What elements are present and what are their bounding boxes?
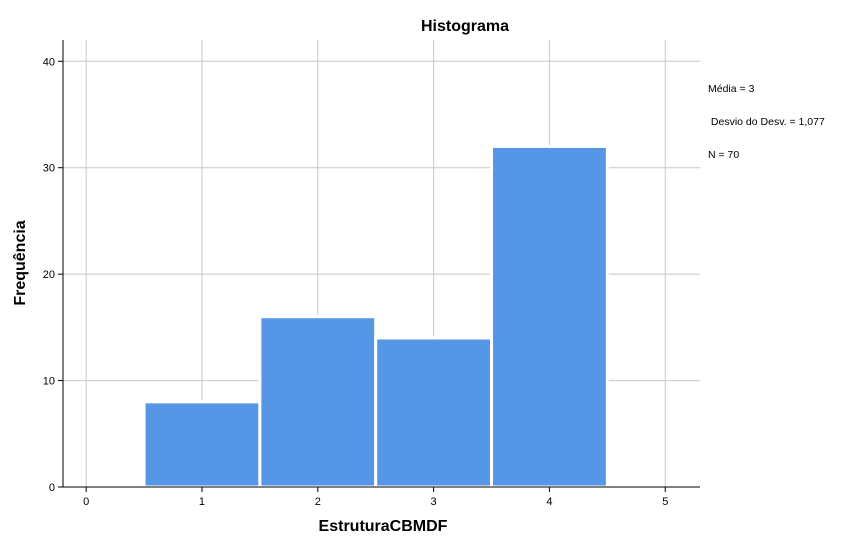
y-tick-labels: 0 10 20 30 40 [43,56,63,494]
histogram-bar [258,315,378,489]
x-tick-label: 1 [199,496,205,508]
y-tick-label: 20 [43,269,55,281]
histogram-bar [142,400,262,489]
stats-mean: Média = 3 [708,83,755,95]
y-tick-label: 10 [43,376,55,388]
x-axis-title: EstruturaCBMDF [319,518,448,535]
x-tick-label: 4 [546,496,552,508]
x-tick-labels: 0 1 2 3 4 5 [83,487,668,508]
bars [142,144,609,489]
chart-title: Histograma [421,18,509,35]
stats-std: Desvio do Desv. = 1,077 [708,116,825,128]
x-tick-label: 3 [431,496,437,508]
histogram-bar [374,336,494,489]
histogram-bar [490,144,609,489]
x-tick-label: 0 [83,496,89,508]
x-tick-label: 5 [662,496,668,508]
y-axis-title: Frequência [12,220,29,305]
y-tick-label: 40 [43,56,55,68]
stats-legend: Média = 3 Desvio do Desv. = 1,077 N = 70 [708,62,825,172]
stats-n: N = 70 [708,149,740,161]
y-tick-label: 0 [49,482,55,494]
y-tick-label: 30 [43,163,55,175]
x-tick-label: 2 [315,496,321,508]
